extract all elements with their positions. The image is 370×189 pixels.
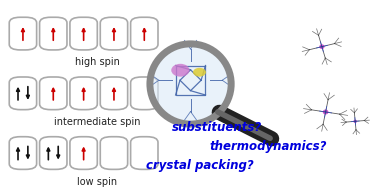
Ellipse shape [193, 68, 206, 77]
FancyBboxPatch shape [100, 77, 128, 110]
FancyBboxPatch shape [70, 17, 97, 50]
Text: crystal packing?: crystal packing? [146, 159, 254, 172]
FancyBboxPatch shape [70, 77, 97, 110]
Text: low spin: low spin [77, 177, 117, 187]
Text: high spin: high spin [75, 57, 120, 67]
FancyBboxPatch shape [131, 17, 158, 50]
FancyBboxPatch shape [100, 17, 128, 50]
FancyBboxPatch shape [40, 77, 67, 110]
FancyBboxPatch shape [40, 17, 67, 50]
Text: intermediate spin: intermediate spin [54, 117, 141, 127]
FancyBboxPatch shape [100, 137, 128, 169]
FancyBboxPatch shape [40, 137, 67, 169]
FancyBboxPatch shape [131, 137, 158, 169]
Ellipse shape [171, 64, 189, 77]
Text: substituents?: substituents? [172, 121, 262, 134]
Ellipse shape [319, 44, 324, 49]
FancyBboxPatch shape [9, 137, 37, 169]
FancyBboxPatch shape [9, 17, 37, 50]
FancyBboxPatch shape [70, 137, 97, 169]
FancyBboxPatch shape [131, 77, 158, 110]
Ellipse shape [150, 44, 231, 124]
Ellipse shape [353, 120, 357, 123]
FancyBboxPatch shape [9, 77, 37, 110]
Ellipse shape [323, 109, 329, 115]
Text: thermodynamics?: thermodynamics? [209, 140, 327, 153]
